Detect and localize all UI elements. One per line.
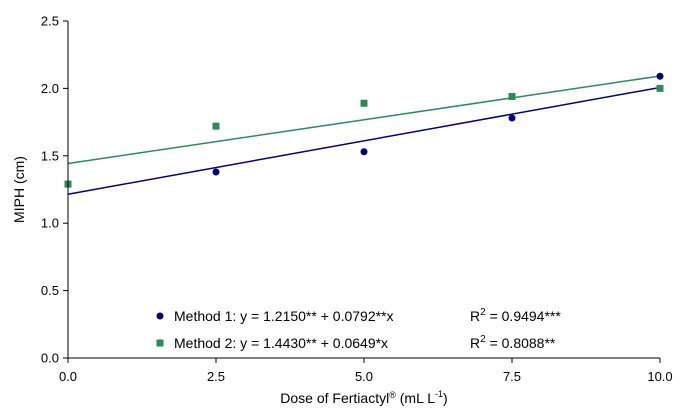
x-tick-label: 2.5 bbox=[207, 369, 225, 384]
ticks: 0.0 0.5 1.0 1.5 2.0 2.5 0.0 2.5 5.0 7.5 10.0 bbox=[41, 14, 673, 385]
data-point-method-1 bbox=[360, 148, 368, 156]
data-point-method-1 bbox=[656, 72, 664, 80]
x-tick-label: 7.5 bbox=[503, 369, 521, 384]
legend-r2-value-method-1: = 0.9494*** bbox=[486, 308, 562, 324]
legend-r2-method-2: R2 = 0.8088** bbox=[470, 334, 556, 351]
data-point-method-1 bbox=[212, 168, 220, 176]
data-point-method-1 bbox=[508, 114, 516, 122]
x-axis-title-unit-prefix: (mL L bbox=[396, 390, 435, 406]
y-tick-label: 0.5 bbox=[41, 283, 59, 298]
legend-r2-method-1: R2 = 0.9494*** bbox=[470, 307, 561, 324]
y-tick-label: 0.0 bbox=[41, 351, 59, 366]
legend-r2-value-method-2: = 0.8088** bbox=[486, 335, 556, 351]
legend-r2-exponent-method-1: 2 bbox=[480, 307, 486, 318]
legend-marker-method-1 bbox=[156, 312, 164, 320]
y-tick-label: 1.0 bbox=[41, 216, 59, 231]
data-point-method-2 bbox=[212, 122, 220, 130]
x-tick-label: 10.0 bbox=[647, 369, 672, 384]
data-points bbox=[64, 72, 664, 188]
legend-r2-letter-method-1: R bbox=[470, 308, 480, 324]
fit-line-method-2 bbox=[67, 75, 661, 165]
x-axis-title-registered-mark: ® bbox=[389, 390, 396, 400]
y-tick-label: 2.0 bbox=[41, 81, 59, 96]
x-axis-title: Dose of Fertiactyl® (mL L-1) bbox=[280, 389, 447, 406]
legend-r2-letter-method-2: R bbox=[470, 335, 480, 351]
legend-r2-exponent-method-2: 2 bbox=[480, 334, 486, 345]
legend-equation-method-2: Method 2: y = 1.4430** + 0.0649*x bbox=[174, 335, 388, 351]
legend-equation-method-1: Method 1: y = 1.2150** + 0.0792**x bbox=[174, 308, 394, 324]
fit-lines bbox=[67, 75, 661, 195]
y-tick-label: 2.5 bbox=[41, 14, 59, 29]
x-axis-title-main: Dose of Fertiactyl bbox=[280, 390, 389, 406]
y-tick-label: 1.5 bbox=[41, 148, 59, 163]
y-axis-title: MIPH (cm) bbox=[11, 156, 27, 223]
legend: Method 1: y = 1.2150** + 0.0792**x R2 = … bbox=[156, 307, 561, 351]
x-tick-label: 5.0 bbox=[355, 369, 373, 384]
fit-line-method-1 bbox=[67, 86, 661, 195]
x-axis-title-unit-exponent: -1 bbox=[435, 389, 443, 399]
x-axis-title-unit-suffix: ) bbox=[443, 390, 448, 406]
data-point-method-2 bbox=[360, 99, 368, 107]
x-tick-label: 0.0 bbox=[59, 369, 77, 384]
data-point-method-2 bbox=[508, 92, 516, 100]
legend-marker-method-2 bbox=[156, 339, 164, 347]
data-point-method-2 bbox=[656, 84, 664, 92]
